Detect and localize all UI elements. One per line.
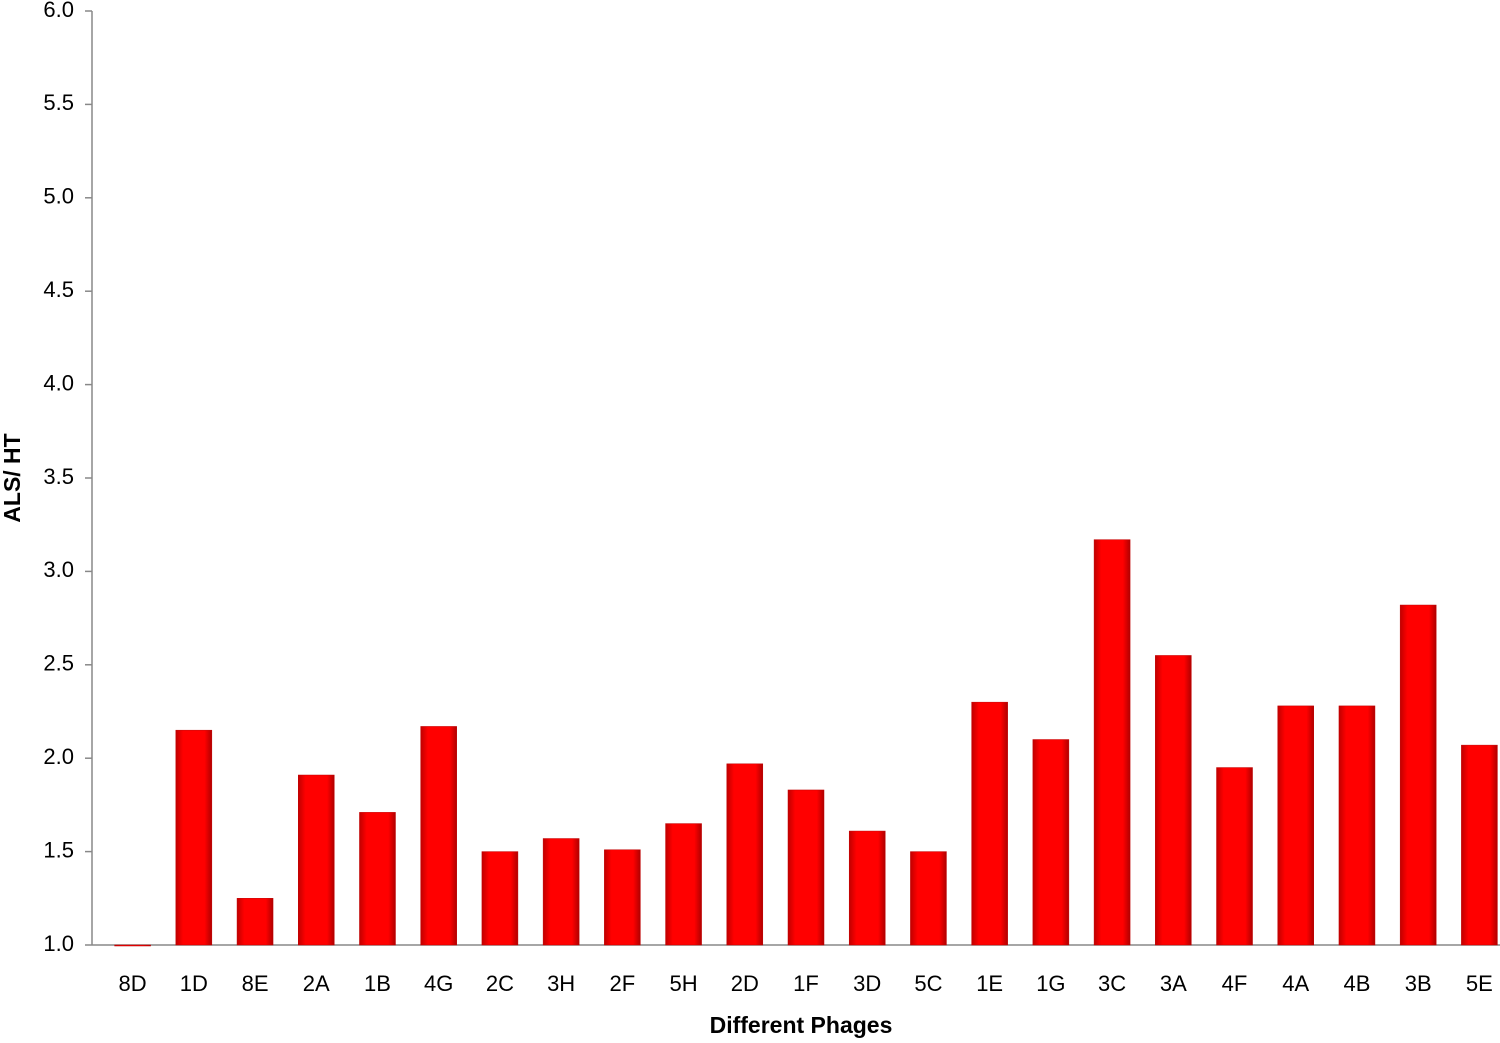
bar	[298, 774, 335, 946]
bar	[236, 898, 274, 946]
bar	[910, 851, 947, 946]
bar	[971, 701, 1008, 946]
x-tick-label: 3A	[1160, 971, 1187, 996]
y-axis-title: ALS/ HT	[0, 433, 25, 522]
bar	[420, 726, 457, 946]
x-tick-label: 3D	[853, 971, 881, 996]
x-tick-label: 2F	[610, 971, 636, 996]
y-tick-label: 2.5	[43, 651, 74, 676]
y-tick-label: 5.0	[43, 184, 74, 209]
bar	[1032, 739, 1070, 946]
y-tick-label: 1.0	[43, 931, 74, 956]
y-tick-label: 4.5	[43, 277, 74, 302]
x-tick-label: 4A	[1282, 971, 1309, 996]
x-tick-label: 2C	[486, 971, 514, 996]
bar	[604, 849, 641, 946]
y-tick-label: 2.0	[43, 744, 74, 769]
bar	[1155, 655, 1192, 946]
x-tick-label: 5H	[670, 971, 698, 996]
x-tick-label: 8D	[119, 971, 147, 996]
bar	[1216, 767, 1253, 946]
x-tick-label: 1G	[1036, 971, 1065, 996]
y-tick-label: 3.0	[43, 557, 74, 582]
x-tick-label: 8E	[242, 971, 269, 996]
y-tick-label: 4.0	[43, 370, 74, 395]
bar	[1338, 705, 1376, 946]
x-tick-label: 3B	[1405, 971, 1432, 996]
bar	[359, 812, 396, 946]
x-tick-label: 2D	[731, 971, 759, 996]
bar	[175, 729, 213, 946]
bar	[114, 944, 151, 947]
bar	[1399, 604, 1437, 946]
x-tick-label: 1F	[793, 971, 819, 996]
y-tick-label: 3.5	[43, 464, 74, 489]
y-tick-label: 6.0	[43, 0, 74, 22]
x-tick-label: 3H	[547, 971, 575, 996]
y-tick-label: 1.5	[43, 837, 74, 862]
bar	[848, 830, 886, 946]
x-tick-label: 2A	[303, 971, 330, 996]
x-tick-label: 5C	[914, 971, 942, 996]
x-axis-title: Different Phages	[710, 1012, 893, 1038]
x-tick-label: 4B	[1343, 971, 1370, 996]
bar	[1277, 705, 1314, 946]
x-tick-label: 1E	[976, 971, 1003, 996]
bar	[481, 851, 519, 946]
x-tick-label: 1B	[364, 971, 391, 996]
x-tick-label: 1D	[180, 971, 208, 996]
bar	[726, 763, 764, 946]
x-tick-label: 4G	[424, 971, 453, 996]
bar	[665, 823, 702, 946]
bar	[787, 789, 825, 946]
y-tick-label: 5.5	[43, 90, 74, 115]
bar	[1461, 744, 1498, 946]
bar	[1093, 539, 1131, 946]
x-tick-label: 5E	[1466, 971, 1493, 996]
x-tick-label: 4F	[1222, 971, 1248, 996]
bar	[542, 838, 580, 946]
x-tick-label: 3C	[1098, 971, 1126, 996]
